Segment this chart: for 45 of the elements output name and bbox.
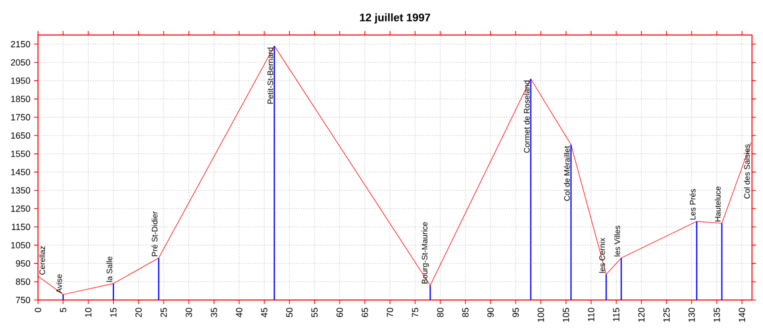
- x-tick-label: 105: [562, 308, 570, 322]
- x-tick-label: 30: [186, 308, 192, 318]
- x-tick-label: 90: [487, 308, 494, 318]
- y-tick-label: 1450: [11, 168, 30, 176]
- y-tick-label: 950: [16, 260, 30, 267]
- x-tick-label: 55: [311, 308, 318, 318]
- x-tick-label: 80: [437, 308, 444, 318]
- y-tick-label: 1150: [12, 224, 30, 230]
- y-tick-label: 2050: [10, 59, 30, 66]
- y-tick-label: 750: [16, 296, 30, 304]
- chart-title: 12 juillet 1997: [360, 13, 430, 24]
- x-tick-label: 135: [714, 308, 720, 322]
- x-tick-label: 40: [236, 308, 242, 318]
- x-tick-label: 35: [210, 308, 218, 318]
- x-tick-label: 15: [110, 308, 117, 317]
- x-tick-label: 140: [738, 308, 746, 322]
- x-tick-label: 20: [135, 308, 142, 318]
- x-tick-label: 65: [362, 308, 368, 318]
- y-tick-label: 1550: [11, 150, 30, 157]
- y-tick-label: 1750: [11, 114, 30, 120]
- x-tick-label: 110: [588, 308, 594, 322]
- x-tick-label: 100: [538, 308, 544, 322]
- x-tick-label: 50: [286, 308, 293, 318]
- y-tick-label: 1050: [11, 242, 30, 248]
- y-tick-label: 1250: [11, 205, 30, 212]
- x-tick-label: 120: [638, 308, 645, 322]
- x-tick-label: 60: [336, 308, 343, 318]
- x-tick-label: 45: [261, 308, 268, 318]
- x-tick-label: 95: [512, 308, 519, 318]
- y-tick-label: 850: [16, 278, 30, 285]
- x-tick-label: 0: [34, 308, 42, 312]
- y-tick-label: 1650: [11, 132, 30, 139]
- x-tick-label: 25: [160, 308, 167, 318]
- x-tick-label: 70: [386, 308, 394, 318]
- x-tick-label: 130: [688, 308, 695, 322]
- x-tick-label: 85: [462, 308, 469, 318]
- x-tick-label: 115: [613, 308, 620, 322]
- y-tick-label: 1950: [11, 78, 30, 84]
- y-tick-label: 1850: [11, 96, 30, 102]
- x-tick-label: 125: [663, 308, 670, 322]
- y-tick-label: 2150: [10, 40, 30, 48]
- x-tick-label: 5: [60, 308, 66, 312]
- x-tick-label: 75: [412, 308, 418, 318]
- y-tick-label: 1350: [11, 187, 30, 194]
- x-tick-label: 10: [85, 308, 92, 317]
